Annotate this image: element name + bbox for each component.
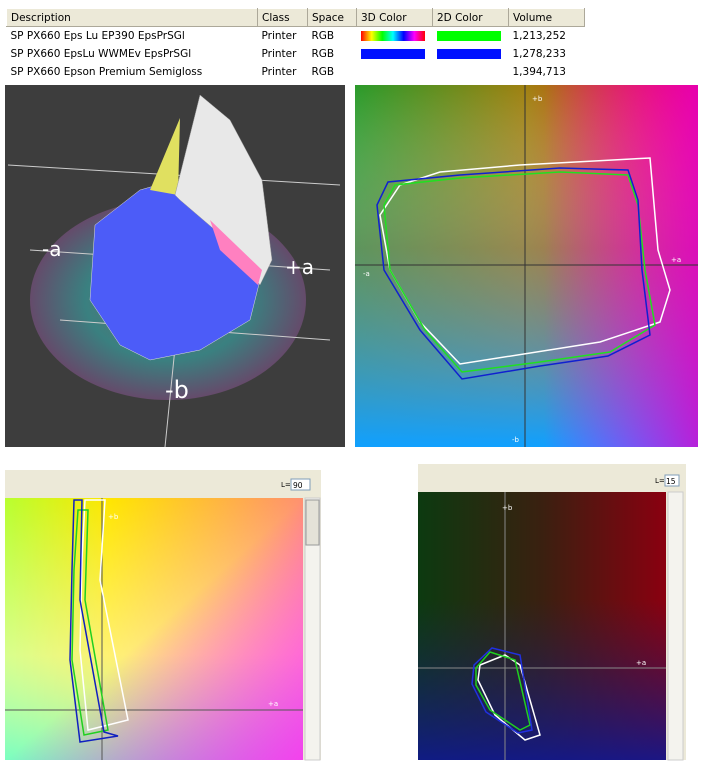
volume: 1,213,252 bbox=[512, 30, 566, 42]
gamut-outline bbox=[477, 654, 541, 741]
slider-thumb[interactable] bbox=[305, 499, 320, 546]
axis-label: -a bbox=[363, 270, 370, 278]
view-2d[interactable]: +b -a +a -b bbox=[355, 85, 698, 447]
class: Printer bbox=[261, 66, 297, 78]
axis-label: +a bbox=[636, 659, 646, 667]
swatch bbox=[436, 31, 501, 41]
axis-label: +b bbox=[108, 513, 119, 521]
column-header[interactable]: Volume bbox=[508, 8, 585, 27]
column-header[interactable]: 3D Color bbox=[356, 8, 433, 27]
l-label: L= bbox=[655, 477, 665, 485]
profile-table: Description Class Space 3D Color 2D Colo… bbox=[6, 8, 585, 81]
swatch bbox=[360, 49, 425, 59]
space: RGB bbox=[311, 66, 335, 78]
plot-bg bbox=[5, 498, 303, 760]
axis-label: +a bbox=[268, 700, 278, 708]
gamut-outline bbox=[383, 171, 656, 373]
axis-label: -a bbox=[42, 237, 61, 261]
slice-high[interactable]: L= 90 +b +a bbox=[5, 470, 321, 761]
row[interactable]: SP PX660 Epson Premium Semigloss Printer… bbox=[7, 63, 585, 81]
gamut-solid bbox=[150, 118, 180, 195]
gamut-outline bbox=[471, 647, 533, 734]
gamut-outline bbox=[376, 167, 651, 380]
space: RGB bbox=[311, 48, 335, 60]
row[interactable]: SP PX660 EpsLu WWMEv EpsPrSGl Printer RG… bbox=[7, 45, 585, 63]
column-header[interactable]: Description bbox=[6, 8, 258, 27]
l-input[interactable] bbox=[664, 474, 680, 487]
space: RGB bbox=[311, 30, 335, 42]
slice-low[interactable]: L= 15 +b +a bbox=[418, 464, 686, 761]
axis-label: +b bbox=[502, 504, 513, 512]
color-3d bbox=[357, 27, 433, 46]
header-row: Description Class Space 3D Color 2D Colo… bbox=[6, 8, 585, 27]
l-label: L= bbox=[281, 481, 291, 489]
panel-bg bbox=[355, 85, 698, 447]
column-header[interactable]: Class bbox=[257, 8, 308, 27]
l-value: 15 bbox=[666, 477, 676, 486]
gamut-outline bbox=[475, 651, 531, 731]
axis-label: +a bbox=[671, 256, 681, 264]
gamut-outline bbox=[79, 499, 129, 731]
slider-track[interactable] bbox=[667, 491, 684, 761]
slider-track[interactable] bbox=[304, 497, 321, 761]
column-header[interactable]: 2D Color bbox=[432, 8, 509, 27]
description: SP PX660 Eps Lu EP390 EpsPrSGl bbox=[10, 30, 185, 42]
axis-label: +b bbox=[532, 95, 543, 103]
description: SP PX660 Epson Premium Semigloss bbox=[10, 66, 203, 78]
class: Printer bbox=[261, 48, 297, 60]
volume: 1,278,233 bbox=[512, 48, 566, 60]
color-2d bbox=[433, 45, 509, 63]
l-value: 90 bbox=[293, 481, 303, 490]
row[interactable]: SP PX660 Eps Lu EP390 EpsPrSGl Printer R… bbox=[7, 27, 585, 46]
axis-label: -b bbox=[165, 376, 189, 404]
gamut-outline bbox=[69, 499, 119, 743]
gamut-outline bbox=[71, 509, 109, 736]
volume: 1,394,713 bbox=[512, 66, 566, 78]
plot-bg bbox=[418, 492, 666, 760]
class: Printer bbox=[261, 30, 297, 42]
color-2d bbox=[433, 27, 509, 46]
column-header[interactable]: Space bbox=[307, 8, 357, 27]
description: SP PX660 EpsLu WWMEv EpsPrSGl bbox=[10, 48, 192, 60]
axis-label: -b bbox=[512, 436, 520, 444]
gamut-solid bbox=[210, 220, 262, 285]
axis-label: +a bbox=[285, 255, 314, 279]
swatch bbox=[436, 49, 501, 59]
swatch bbox=[360, 31, 425, 41]
l-input[interactable] bbox=[290, 478, 311, 491]
gamut-solid bbox=[174, 94, 273, 286]
view-3d[interactable]: -a +a -b bbox=[5, 85, 345, 448]
color-3d bbox=[357, 45, 433, 63]
